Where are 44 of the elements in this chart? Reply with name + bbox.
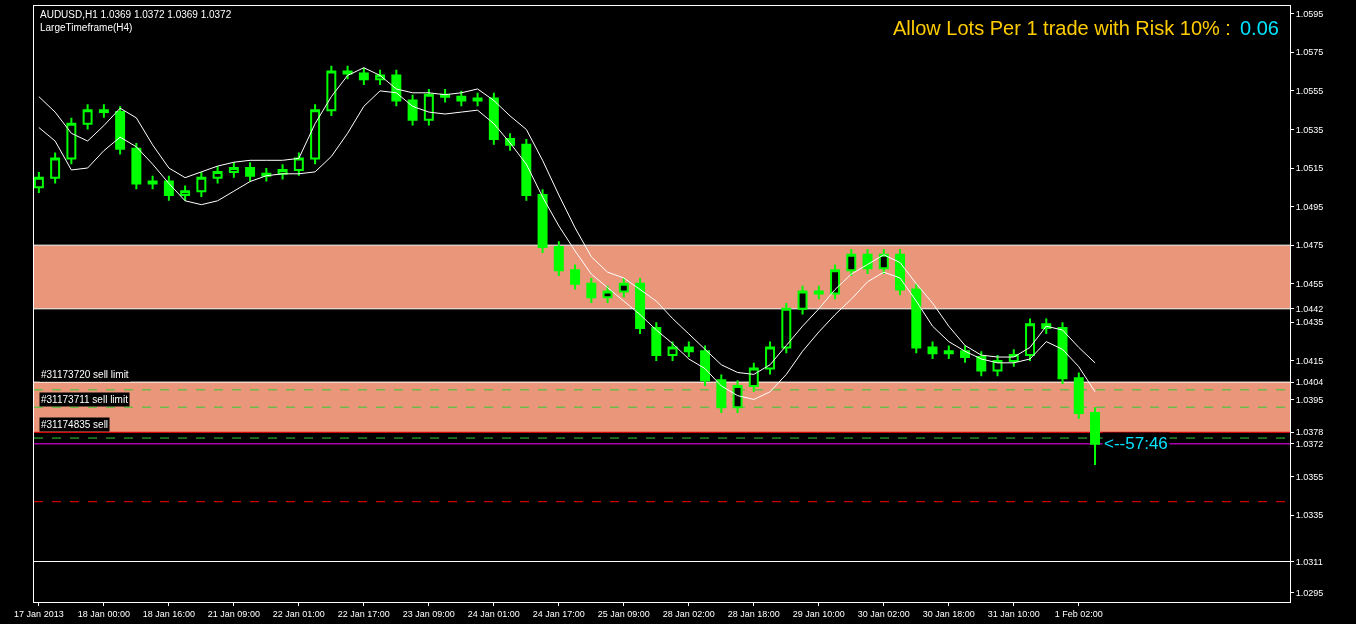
y-tick-label: 1.0404	[1295, 377, 1324, 388]
ref-line-label: #31173720 sell limit	[41, 369, 129, 380]
y-tick-label: 1.0475	[1295, 240, 1324, 251]
text: <--57:46	[1104, 434, 1168, 453]
y-tick-label: 1.0295	[1295, 587, 1324, 598]
x-tick-label: 29 Jan 10:00	[792, 608, 845, 619]
x-tick-label: 30 Jan 18:00	[922, 608, 975, 619]
text: LargeTimeframe(H4)	[40, 22, 133, 33]
x-tick-label: 18 Jan 00:00	[77, 608, 130, 619]
x-tick-label: 18 Jan 16:00	[142, 608, 195, 619]
y-tick-label: 1.0311	[1295, 556, 1323, 567]
text: 0.06	[1240, 17, 1279, 39]
y-tick-label: 1.0395	[1295, 394, 1324, 405]
x-tick-label: 24 Jan 01:00	[467, 608, 520, 619]
x-tick-label: 30 Jan 02:00	[857, 608, 910, 619]
x-tick-label: 28 Jan 18:00	[727, 608, 780, 619]
x-tick-label: 31 Jan 10:00	[987, 608, 1040, 619]
y-tick-label: 1.0555	[1295, 86, 1324, 97]
x-tick-label: 22 Jan 17:00	[337, 608, 390, 619]
ref-line-label: #31173711 sell limit	[41, 394, 129, 405]
x-tick-label: 28 Jan 02:00	[662, 608, 715, 619]
chart-title: AUDUSD,H1 1.0369 1.0372 1.0369 1.0372	[40, 9, 232, 20]
y-tick-label: 1.0372	[1295, 438, 1324, 449]
y-tick-label: 1.0442	[1295, 303, 1324, 314]
y-tick-label: 1.0455	[1295, 278, 1324, 289]
x-tick-label: 25 Jan 09:00	[597, 608, 650, 619]
y-tick-label: 1.0495	[1295, 201, 1324, 212]
x-tick-label: 22 Jan 01:00	[272, 608, 325, 619]
ref-line-label: #31174835 sell	[41, 419, 109, 430]
x-tick-label: 17 Jan 2013	[14, 608, 64, 619]
y-tick-label: 1.0575	[1295, 47, 1324, 58]
y-tick-label: 1.0335	[1295, 510, 1324, 521]
x-tick-label: 24 Jan 17:00	[532, 608, 585, 619]
y-tick-label: 1.0415	[1295, 356, 1324, 367]
y-tick-label: 1.0515	[1295, 163, 1324, 174]
y-tick-label: 1.0435	[1295, 317, 1324, 328]
x-tick-label: 1 Feb 02:00	[1054, 608, 1103, 619]
y-tick-label: 1.0535	[1295, 124, 1324, 135]
y-tick-label: 1.0355	[1295, 471, 1324, 482]
annotation: Allow Lots Per 1 trade with Risk 10% :	[893, 17, 1231, 39]
x-tick-label: 21 Jan 09:00	[207, 608, 260, 619]
x-tick-label: 23 Jan 09:00	[402, 608, 455, 619]
y-tick-label: 1.0378	[1295, 427, 1324, 438]
y-tick-label: 1.0595	[1295, 8, 1324, 19]
